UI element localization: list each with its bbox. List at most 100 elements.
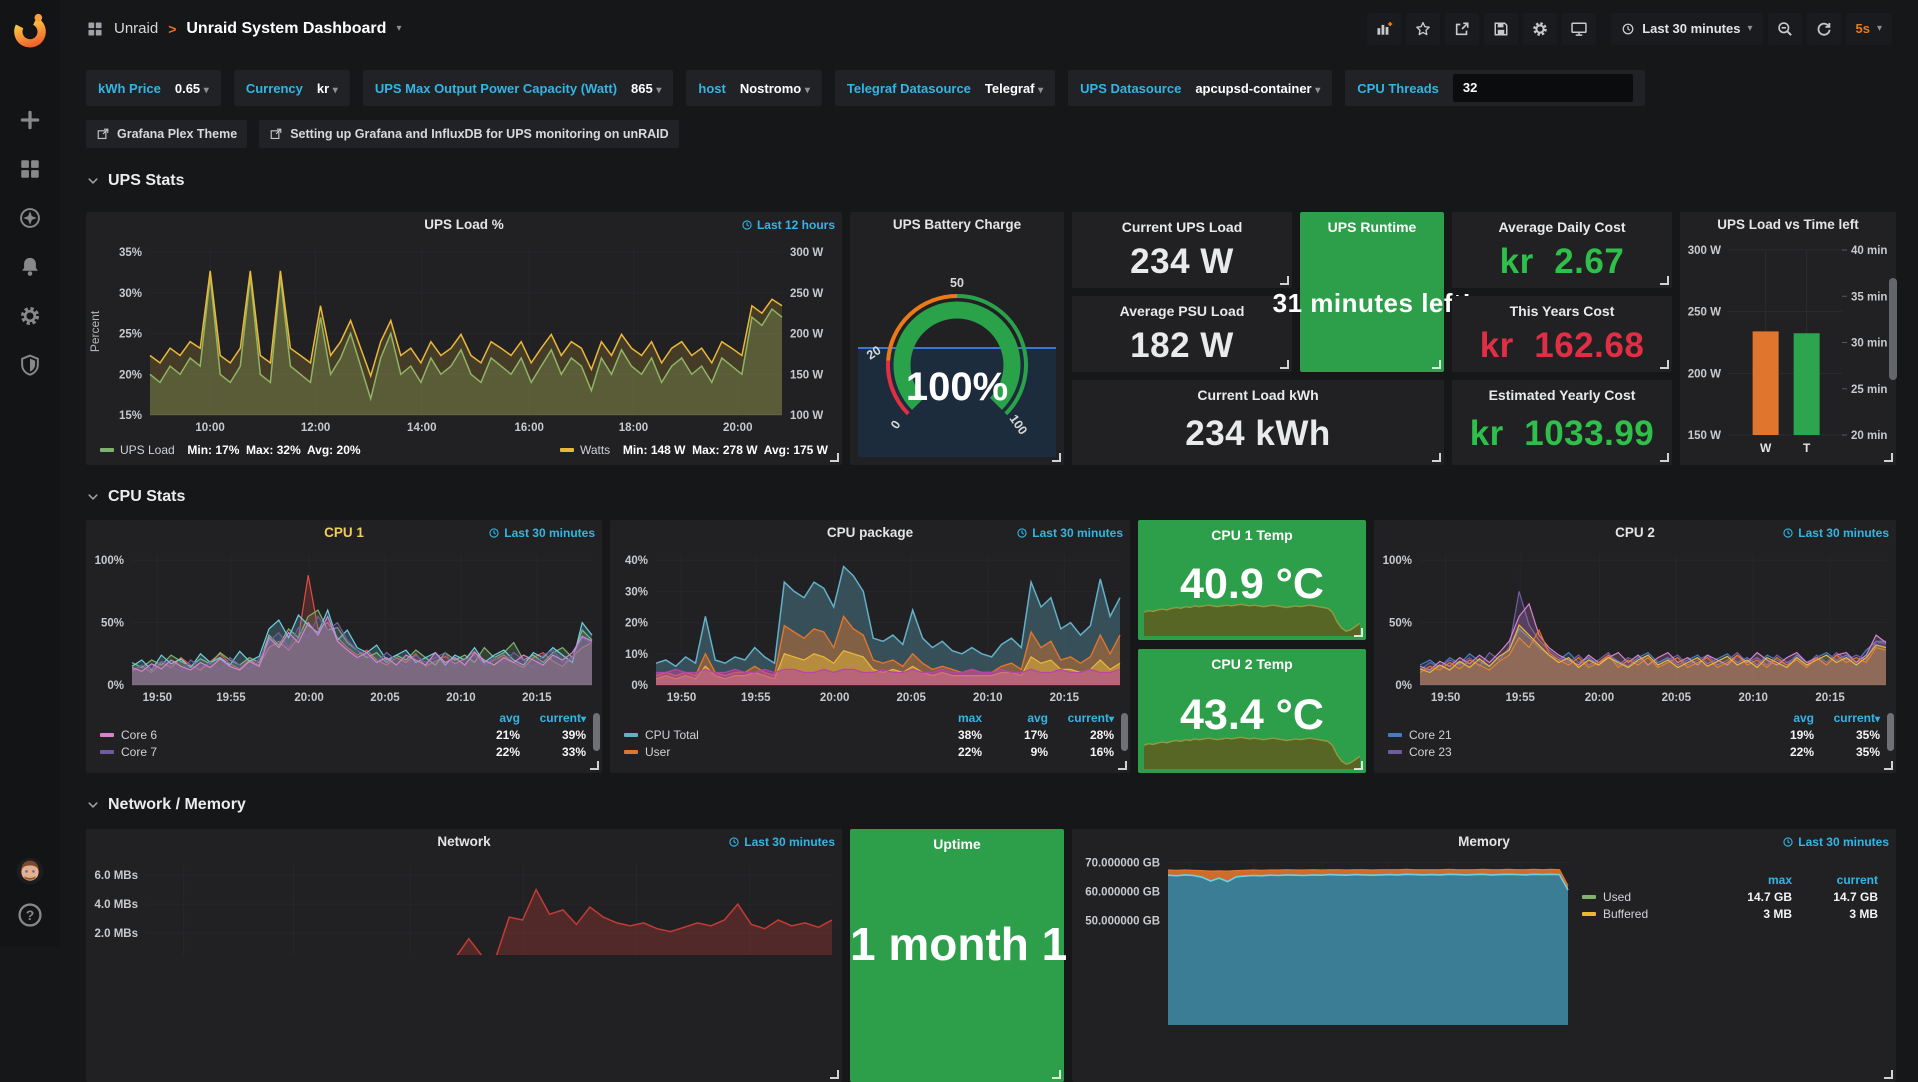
- title-caret-icon[interactable]: ▾: [396, 23, 402, 34]
- grafana-logo[interactable]: [0, 0, 60, 60]
- stat-title[interactable]: Estimated Yearly Cost: [1488, 387, 1636, 403]
- legend-series-user[interactable]: User: [624, 745, 916, 759]
- legend-column-avg[interactable]: avg: [1793, 711, 1814, 725]
- dashboard-link-setting-up-grafana-and-influxdb-for-ups-monitoring-on-unraid[interactable]: Setting up Grafana and InfluxDB for UPS …: [259, 120, 679, 148]
- sidebar-item-dashboards[interactable]: [18, 157, 42, 181]
- panel-title[interactable]: CPU 2: [1615, 525, 1655, 540]
- sidebar-item-create[interactable]: [18, 108, 42, 132]
- sidebar-help[interactable]: ?: [16, 901, 44, 929]
- share-dashboard-button[interactable]: [1445, 12, 1480, 45]
- legend-value: 3 MB: [1849, 907, 1878, 921]
- svg-text:20:05: 20:05: [1662, 692, 1692, 704]
- legend-column-max[interactable]: max: [957, 711, 982, 725]
- refresh-interval-picker[interactable]: 5s ▾: [1845, 12, 1892, 45]
- section-network-memory[interactable]: Network / Memory: [86, 796, 246, 814]
- dashboard-link-grafana-plex-theme[interactable]: Grafana Plex Theme: [86, 120, 248, 148]
- panel-time-range[interactable]: Last 30 minutes: [1782, 835, 1889, 849]
- sidebar-item-server-admin[interactable]: [18, 353, 42, 377]
- template-variables: kWh Price 0.65 ▾ Currency kr ▾ UPS Max Outpu…: [86, 70, 1645, 106]
- variable-value[interactable]: kr ▾: [316, 80, 338, 96]
- legend-column-max[interactable]: max: [1767, 873, 1792, 887]
- legend-series-used[interactable]: Used: [1582, 890, 1706, 904]
- panel-cpu-1: CPU 1 Last 30 minutes 19:50 19:55 20:00 20:…: [86, 520, 602, 773]
- panel-title[interactable]: UPS Load vs Time left: [1717, 217, 1859, 232]
- legend-series-buffered[interactable]: Buffered: [1582, 907, 1706, 921]
- legend-column-avg[interactable]: avg: [499, 711, 520, 725]
- series-name[interactable]: Watts: [579, 443, 611, 457]
- legend-series-core-21[interactable]: Core 21: [1388, 728, 1748, 742]
- legend-series-cpu-total[interactable]: CPU Total: [624, 728, 916, 742]
- help-icon: ?: [18, 903, 42, 927]
- stat-title[interactable]: Current Load kWh: [1197, 387, 1319, 403]
- plus-icon: [20, 110, 40, 130]
- panel-title[interactable]: CPU 1: [324, 525, 364, 540]
- panel-time-range[interactable]: Last 30 minutes: [728, 835, 835, 849]
- mark-favorite-button[interactable]: [1406, 12, 1441, 45]
- series-name[interactable]: UPS Load: [120, 443, 175, 457]
- variable-value[interactable]: 32: [1452, 74, 1633, 102]
- legend-column-avg[interactable]: avg: [1027, 711, 1048, 725]
- refresh-button[interactable]: [1806, 12, 1841, 45]
- stat-title[interactable]: UPS Runtime: [1327, 219, 1417, 235]
- variable-cpu-threads[interactable]: CPU Threads 32: [1345, 70, 1645, 106]
- svg-text:250 W: 250 W: [790, 288, 823, 300]
- stat-title[interactable]: Current UPS Load: [1121, 219, 1243, 235]
- save-icon: [1494, 22, 1508, 35]
- panel-time-range[interactable]: Last 30 minutes: [1782, 526, 1889, 540]
- legend-column-current[interactable]: current▾: [1833, 711, 1880, 725]
- save-dashboard-button[interactable]: [1484, 12, 1519, 45]
- svg-text:20:10: 20:10: [1738, 692, 1767, 704]
- variable-host[interactable]: host Nostromo ▾: [686, 70, 822, 106]
- panel-network: Network Last 30 minutes 6.0 MBs 4.0 MBs 2.…: [86, 829, 842, 1082]
- panel-title[interactable]: UPS Battery Charge: [892, 217, 1022, 232]
- sidebar-item-alerting[interactable]: [18, 255, 42, 279]
- variable-value[interactable]: Nostromo ▾: [739, 80, 810, 96]
- sidebar-item-configuration[interactable]: [18, 304, 42, 328]
- stat-title[interactable]: Average Daily Cost: [1498, 219, 1626, 235]
- add-panel-button[interactable]: [1367, 12, 1402, 45]
- legend-column-current[interactable]: current▾: [539, 711, 586, 725]
- legend-column-current[interactable]: current▾: [1067, 711, 1114, 725]
- stat-title[interactable]: CPU 2 Temp: [1211, 656, 1293, 672]
- variable-currency[interactable]: Currency kr ▾: [233, 70, 350, 106]
- cycle-view-mode-button[interactable]: [1562, 12, 1597, 45]
- time-range-picker[interactable]: Last 30 minutes ▾: [1611, 12, 1763, 45]
- legend-column-current[interactable]: current: [1836, 873, 1878, 887]
- stat-value: 40.9 °C: [1180, 560, 1324, 608]
- panel-title[interactable]: CPU package: [826, 525, 914, 540]
- legend-scrollbar-thumb[interactable]: [1121, 713, 1128, 751]
- legend-scrollbar-thumb[interactable]: [1887, 713, 1894, 751]
- section-cpu-stats[interactable]: CPU Stats: [86, 488, 185, 506]
- page-title[interactable]: Unraid System Dashboard: [186, 19, 387, 37]
- stat-title[interactable]: Average PSU Load: [1119, 303, 1245, 319]
- variable-value[interactable]: 865 ▾: [631, 80, 662, 96]
- legend-scrollbar-thumb[interactable]: [593, 713, 600, 751]
- variable-value[interactable]: apcupsd-container ▾: [1195, 80, 1321, 96]
- zoom-out-button[interactable]: [1767, 12, 1802, 45]
- legend-series-core-7[interactable]: Core 7: [100, 745, 454, 759]
- panel-title[interactable]: Network: [437, 834, 491, 849]
- legend-series-core-23[interactable]: Core 23: [1388, 745, 1748, 759]
- breadcrumb-app[interactable]: Unraid: [114, 20, 159, 37]
- variable-telegraf-datasource[interactable]: Telegraf Datasource Telegraf ▾: [834, 70, 1056, 106]
- panel-time-range[interactable]: Last 30 minutes: [488, 526, 595, 540]
- variable-ups-max-output-power-capacity-watt[interactable]: UPS Max Output Power Capacity (Watt) 865 …: [362, 70, 674, 106]
- dashboard-settings-button[interactable]: [1523, 12, 1558, 45]
- sidebar-item-explore[interactable]: [18, 206, 42, 230]
- stat-title[interactable]: Uptime: [933, 836, 981, 852]
- variable-kwh-price[interactable]: kWh Price 0.65 ▾: [86, 70, 221, 106]
- panel-title[interactable]: Memory: [1458, 834, 1510, 849]
- panel-title[interactable]: UPS Load %: [424, 217, 504, 232]
- variable-value[interactable]: 0.65 ▾: [174, 80, 209, 96]
- variable-value[interactable]: Telegraf ▾: [984, 80, 1044, 96]
- page-scrollbar-thumb[interactable]: [1889, 278, 1897, 380]
- sidebar-profile[interactable]: [16, 857, 44, 885]
- stat-title[interactable]: CPU 1 Temp: [1211, 527, 1293, 543]
- panel-time-range[interactable]: Last 30 minutes: [1016, 526, 1123, 540]
- svg-text:19:50: 19:50: [667, 692, 696, 704]
- section-ups-stats[interactable]: UPS Stats: [86, 172, 184, 190]
- variable-ups-datasource[interactable]: UPS Datasource apcupsd-container ▾: [1068, 70, 1333, 106]
- stat-title[interactable]: This Years Cost: [1509, 303, 1615, 319]
- legend-series-core-6[interactable]: Core 6: [100, 728, 454, 742]
- panel-time-range[interactable]: Last 12 hours: [741, 218, 835, 232]
